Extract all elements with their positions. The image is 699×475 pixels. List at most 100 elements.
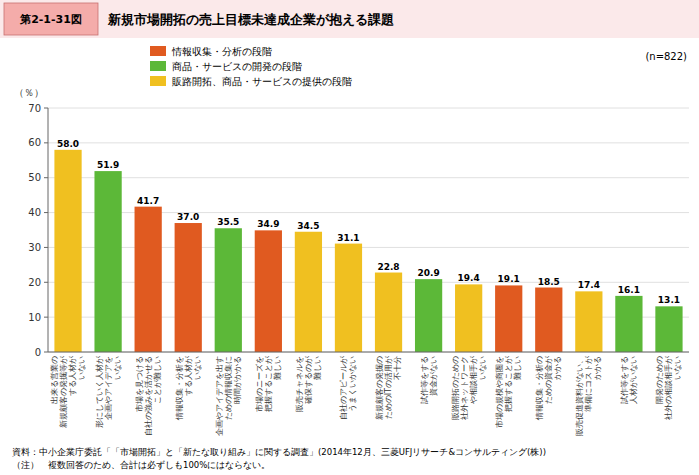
data-label: 22.8 [377,262,399,272]
legend-label: 商品・サービスの開発の段階 [172,61,302,72]
y-axis-label: （％） [14,87,44,98]
x-tick-label-group: 自社のアピールがうまくいかない [339,355,357,420]
x-axis-line [48,352,689,353]
x-tick-label-line: いない [193,356,202,380]
background [0,0,699,475]
x-tick-label-line: 把握することが [264,355,273,412]
y-axis-line [48,108,49,352]
x-tick-label-line: 難しい [513,356,522,380]
y-tick [44,212,48,213]
data-label: 31.1 [337,233,359,243]
x-tick-label: 形にしていく人材が企画やアイデアをいない [95,355,122,428]
grid-line [48,108,689,109]
x-tick-label-group: 新規顧客の発掘のためのITの活用が不十分 [375,355,402,420]
x-tick-label: 市場のニーズを把握することが難しい [255,355,282,412]
x-tick-label-line: 人材がいない [629,356,638,404]
y-tick [44,317,48,318]
grid-line [48,177,689,178]
figure-number: 第2-1-31図 [19,13,82,26]
x-tick-label: 試作等をする資金がない [420,356,438,404]
bar [295,232,322,352]
data-label: 20.9 [417,268,439,278]
y-tick [44,142,48,143]
data-label: 34.9 [257,219,279,229]
x-tick-label-line: ためのITの活用が [384,355,393,419]
x-tick-label-line: 情報収集・分析を [175,356,184,421]
data-label: 41.7 [137,196,159,206]
x-tick-label-line: する人材が [184,355,193,396]
bar [535,288,562,352]
y-tick [44,247,48,248]
x-tick-label-line: いない [478,356,487,380]
bar [94,171,121,352]
x-tick-label-group: 販売促進資料がない、準備にコストがかかる [575,355,602,436]
y-tick [44,108,48,109]
x-tick-label-line: 難しい [313,356,322,380]
x-tick-label-line: 試作等をする [620,356,629,404]
legend-label: 情報収集・分析の段階 [171,46,272,57]
bar [335,244,362,352]
x-tick-label-group: 開発のための社外の相談相手がいない [655,355,682,420]
x-tick-label-line: 出来る営業の [50,356,59,404]
x-tick-label-group: 市場のニーズを把握することが難しい [255,355,282,412]
y-tick-label: 20 [28,277,41,288]
y-tick [44,352,48,353]
data-label: 37.0 [177,212,199,222]
x-tick-label-line: ことが難しい [153,356,162,404]
x-tick-label-line: ための情報収集に [224,356,233,420]
bar [135,207,162,352]
x-tick-label-line: うまくいかない [348,356,357,412]
x-tick-label-line: 市場を見つける [135,356,144,412]
x-tick-label-line: 把握することが [504,355,513,412]
y-tick-label: 60 [28,137,41,148]
y-tick [44,282,48,283]
x-tick-label: 販売チャネルを確保するのが難しい [295,355,322,412]
x-tick-label-line: いない [113,356,122,380]
x-tick-label-line: 社外の相談相手が [664,355,673,420]
legend-swatch [150,46,166,56]
x-tick-label-group: 販売チャネルを確保するのが難しい [295,355,322,412]
x-tick-label: 販売促進資料がない、準備にコストがかかる [575,355,602,436]
x-tick-label: 開発のための社外の相談相手がいない [655,355,682,420]
chart-svg: 第2-1-31図新規市場開拓の売上目標未達成企業が抱える課題情報収集・分析の段階… [0,0,699,475]
x-tick-label: 出来る営業の新規顧客の発掘等がする人材がいない [50,355,86,428]
x-tick-label-line: 資金がない [429,356,438,396]
x-tick-label-line: 情報収集・分析の [535,356,544,421]
footer-note: （注） 複数回答のため、合計は必ずしも100%にはならない。 [12,460,270,470]
x-tick-label-line: 不十分 [393,356,402,380]
x-tick-label-group: 企画やアイデアを出すための情報収集に時間がかかる [215,356,242,436]
grid-line [48,142,689,143]
x-tick-label-group: 市場を見つける自社の強みを活かせることが難しい [135,356,162,436]
x-tick-label-group: 情報収集・分析のための資金がかかる [535,355,562,421]
x-tick-label-line: 市場のニーズを [255,356,264,412]
data-label: 13.1 [658,295,680,305]
data-label: 18.5 [538,277,560,287]
x-tick-label: 情報収集・分析をする人材がいない [175,355,202,421]
y-tick-label: 30 [28,242,41,253]
x-tick-label-group: 形にしていく人材が企画やアイデアをいない [95,355,122,428]
legend-label: 販路開拓、商品・サービスの提供の段階 [172,76,352,87]
x-tick-label-line: ための資金が [544,355,553,404]
x-tick-label: 市場を見つける自社の強みを活かせることが難しい [135,356,162,436]
data-label: 58.0 [57,139,79,149]
x-tick-label-line: する人材が [68,355,77,396]
bar [255,230,282,352]
y-tick-label: 40 [28,207,41,218]
title-box [4,3,98,35]
y-tick-label: 0 [35,347,41,358]
footer-source: 資料：中小企業庁委託「「市場開拓」と「新たな取り組み」に関する調査」(2014年… [12,447,546,457]
x-tick-label: 市場の規模や商圏を把握することが難しい [495,355,522,428]
x-tick-label: 販路開拓のための社外ネットワークや相談相手がいない [451,355,487,420]
data-label: 16.1 [618,285,640,295]
x-tick-label-line: 自社のアピールが [339,355,348,420]
y-tick-label: 50 [28,172,41,183]
x-tick-label-line: 販売促進資料がない、 [575,356,584,436]
bar [375,273,402,352]
bar [655,306,682,352]
x-tick-label-line: 新規顧客の発掘の [375,356,384,420]
x-tick-label-line: 準備にコストが [584,355,593,412]
x-tick-label: 試作等をする人材がいない [620,356,638,404]
legend-swatch [150,61,166,71]
bar [495,285,522,352]
legend-swatch [150,76,166,86]
